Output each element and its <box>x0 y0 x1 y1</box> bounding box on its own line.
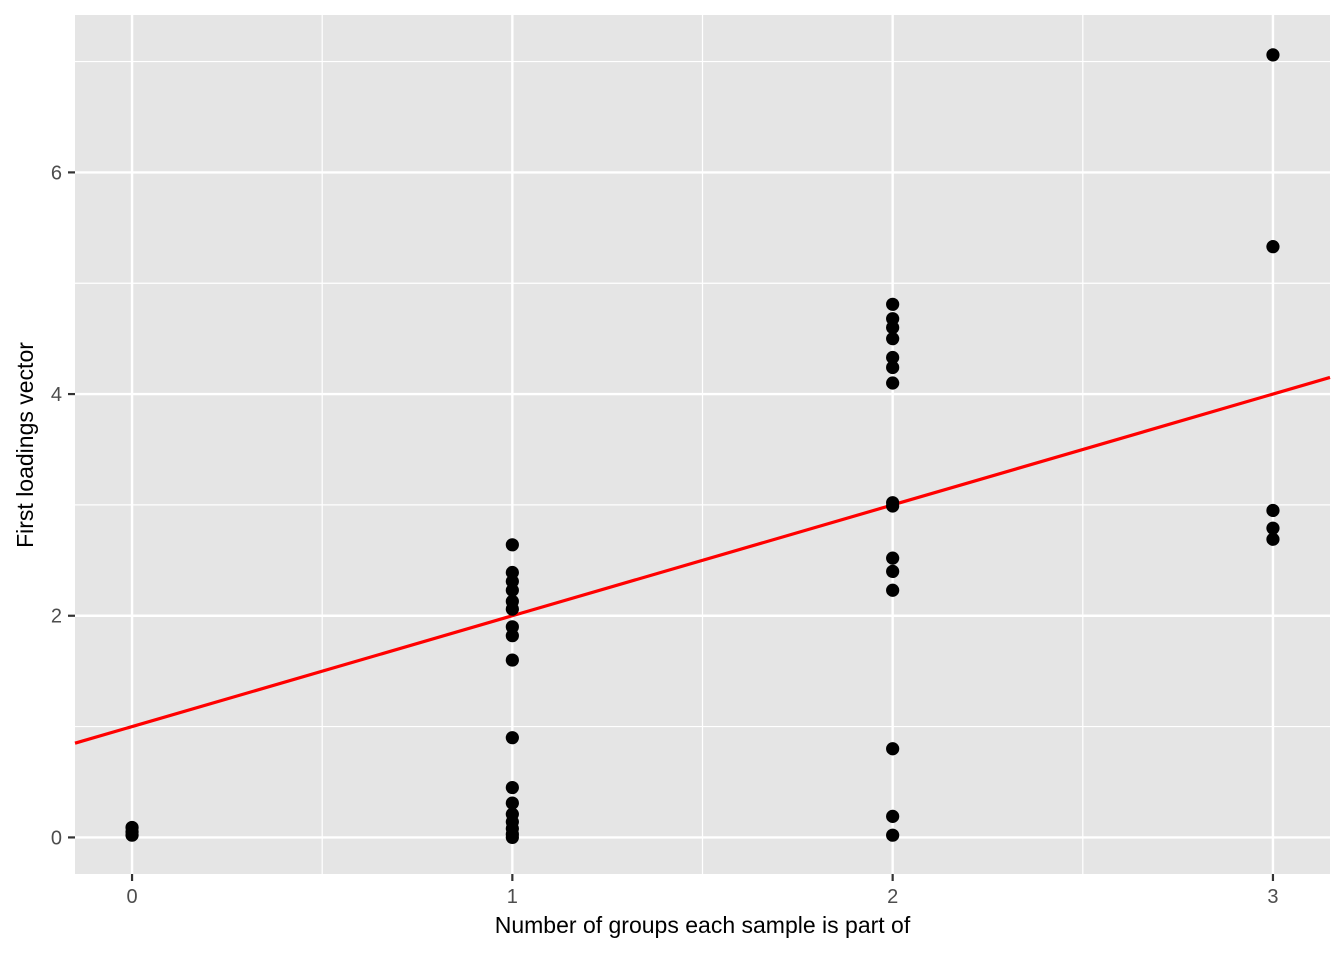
y-tick-label: 4 <box>51 384 62 406</box>
data-point <box>505 830 519 845</box>
data-point <box>886 499 900 513</box>
data-point <box>886 583 900 597</box>
data-point <box>505 731 519 745</box>
data-point <box>1266 532 1280 546</box>
y-axis-title-text: First loadings vector <box>12 342 38 548</box>
data-point <box>505 583 519 597</box>
regression-line <box>74 375 1331 745</box>
data-point <box>1266 240 1280 254</box>
data-point <box>125 828 139 842</box>
axis-tick-labels: 0 1 2 3 0 2 4 6 <box>51 162 1279 908</box>
data-point <box>1266 503 1280 518</box>
y-tick-label: 0 <box>51 827 62 849</box>
data-point <box>505 629 519 643</box>
data-point <box>505 602 519 616</box>
axis-ticks <box>68 171 1275 881</box>
data-point <box>886 742 900 756</box>
data-point <box>886 828 900 842</box>
data-point <box>886 320 900 335</box>
data-point <box>886 809 900 823</box>
data-point <box>886 297 900 311</box>
y-tick-label: 2 <box>51 606 62 628</box>
data-points <box>125 48 1280 845</box>
x-tick-label: 0 <box>126 886 137 908</box>
x-tick-label: 2 <box>887 886 898 908</box>
data-point <box>886 360 900 375</box>
data-point <box>886 551 900 565</box>
data-point <box>505 538 519 552</box>
data-point <box>505 780 519 795</box>
data-point <box>505 796 519 810</box>
y-tick-label: 6 <box>51 162 62 184</box>
data-point <box>886 350 900 365</box>
gridlines <box>75 15 1330 874</box>
data-point <box>1266 521 1280 535</box>
x-tick-label: 3 <box>1267 886 1278 908</box>
data-point <box>886 332 900 346</box>
x-axis-title: Number of groups each sample is part of <box>494 912 911 938</box>
data-point <box>1266 48 1280 62</box>
data-point <box>886 564 900 579</box>
data-point <box>886 376 900 390</box>
data-point <box>505 653 519 667</box>
x-tick-label: 1 <box>507 886 518 908</box>
